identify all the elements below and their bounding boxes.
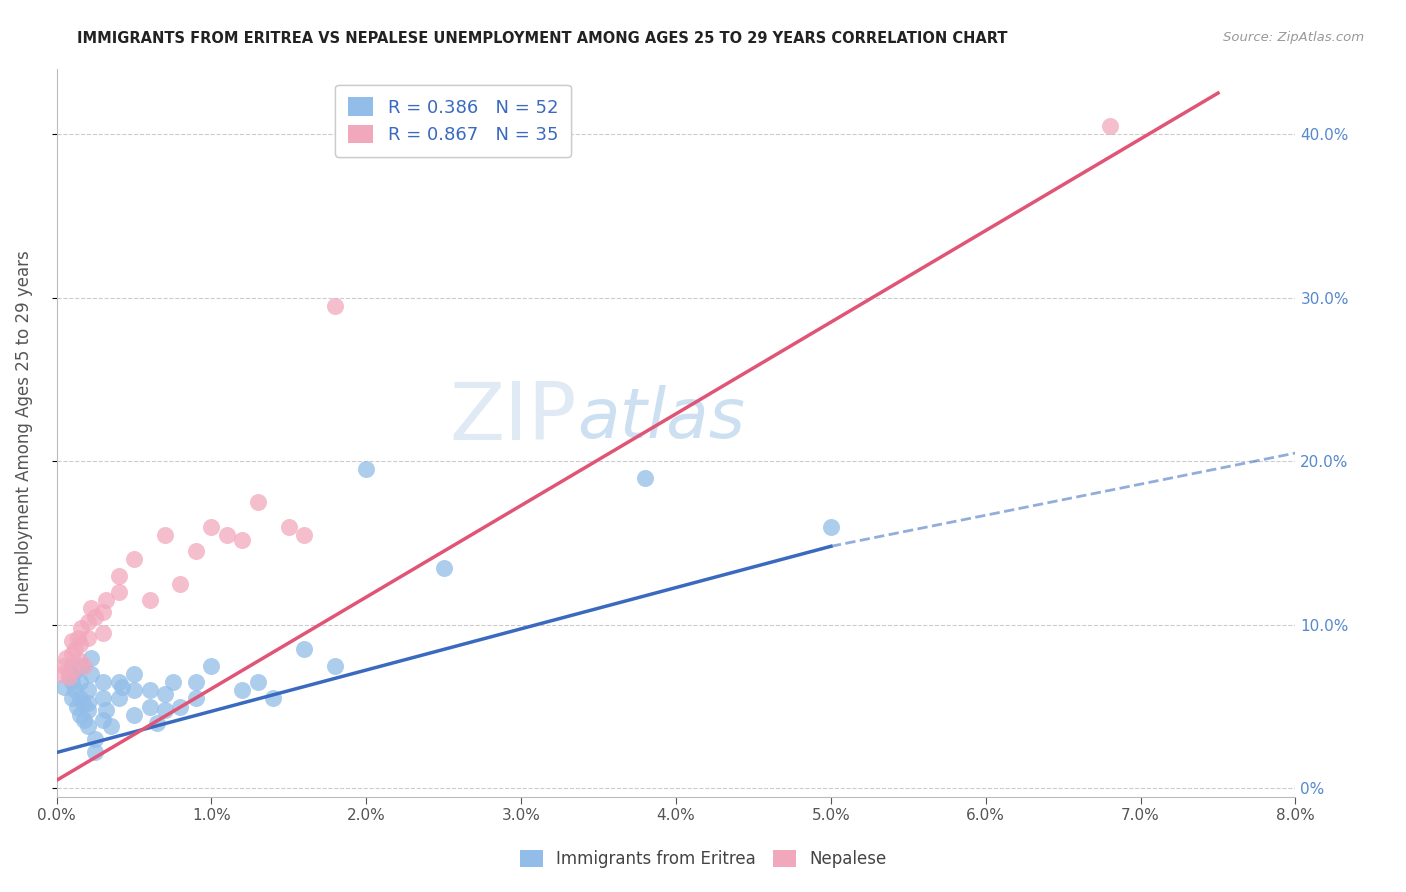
Point: [1098, 119, 1121, 133]
Point: [292, 642, 315, 657]
Point: [63, 664, 86, 678]
Point: [96, 593, 118, 607]
Point: [277, 519, 299, 533]
Point: [231, 533, 253, 547]
Point: [122, 683, 145, 698]
Point: [153, 703, 176, 717]
Point: [79, 650, 101, 665]
Point: [231, 683, 253, 698]
Point: [84, 732, 107, 747]
Point: [356, 462, 378, 476]
Point: [69, 675, 91, 690]
Point: [76, 703, 98, 717]
Point: [67, 631, 90, 645]
Point: [820, 519, 842, 533]
Point: [184, 691, 207, 706]
Point: [200, 658, 222, 673]
Point: [634, 470, 657, 484]
Point: [91, 691, 114, 706]
Point: [138, 683, 160, 698]
Point: [55, 650, 77, 665]
Point: [60, 675, 83, 690]
Point: [53, 680, 76, 694]
Point: [122, 667, 145, 681]
Point: [76, 697, 98, 711]
Point: [100, 719, 122, 733]
Point: [69, 638, 91, 652]
Point: [200, 519, 222, 533]
Point: [58, 667, 80, 681]
Point: [184, 544, 207, 558]
Point: [107, 568, 129, 582]
Point: [53, 658, 76, 673]
Point: [63, 642, 86, 657]
Point: [76, 631, 98, 645]
Point: [122, 707, 145, 722]
Point: [138, 593, 160, 607]
Legend: Immigrants from Eritrea, Nepalese: Immigrants from Eritrea, Nepalese: [513, 843, 893, 875]
Point: [325, 658, 347, 673]
Point: [162, 675, 184, 690]
Y-axis label: Unemployment Among Ages 25 to 29 years: Unemployment Among Ages 25 to 29 years: [15, 251, 32, 615]
Point: [292, 528, 315, 542]
Legend: R = 0.386   N = 52, R = 0.867   N = 35: R = 0.386 N = 52, R = 0.867 N = 35: [335, 85, 571, 157]
Point: [107, 585, 129, 599]
Point: [111, 680, 134, 694]
Point: [73, 658, 96, 673]
Point: [70, 658, 93, 673]
Point: [153, 528, 176, 542]
Point: [433, 560, 456, 574]
Text: ZIP: ZIP: [450, 379, 576, 457]
Point: [60, 634, 83, 648]
Point: [184, 675, 207, 690]
Point: [325, 299, 347, 313]
Text: Source: ZipAtlas.com: Source: ZipAtlas.com: [1223, 31, 1364, 45]
Text: IMMIGRANTS FROM ERITREA VS NEPALESE UNEMPLOYMENT AMONG AGES 25 TO 29 YEARS CORRE: IMMIGRANTS FROM ERITREA VS NEPALESE UNEM…: [77, 31, 1008, 46]
Point: [91, 605, 114, 619]
Point: [146, 716, 169, 731]
Point: [84, 609, 107, 624]
Point: [60, 691, 83, 706]
Point: [84, 746, 107, 760]
Point: [69, 691, 91, 706]
Point: [73, 713, 96, 727]
Point: [122, 552, 145, 566]
Text: atlas: atlas: [576, 384, 745, 451]
Point: [60, 658, 83, 673]
Point: [79, 601, 101, 615]
Point: [76, 683, 98, 698]
Point: [169, 699, 191, 714]
Point: [60, 664, 83, 678]
Point: [69, 654, 91, 668]
Point: [60, 648, 83, 662]
Point: [69, 707, 91, 722]
Point: [138, 699, 160, 714]
Point: [70, 621, 93, 635]
Point: [169, 577, 191, 591]
Point: [91, 675, 114, 690]
Point: [91, 713, 114, 727]
Point: [72, 697, 94, 711]
Point: [107, 691, 129, 706]
Point: [91, 626, 114, 640]
Point: [246, 495, 269, 509]
Point: [51, 667, 73, 681]
Point: [246, 675, 269, 690]
Point: [63, 683, 86, 698]
Point: [153, 687, 176, 701]
Point: [79, 667, 101, 681]
Point: [58, 670, 80, 684]
Point: [76, 719, 98, 733]
Point: [215, 528, 238, 542]
Point: [76, 615, 98, 629]
Point: [262, 691, 284, 706]
Point: [96, 703, 118, 717]
Point: [107, 675, 129, 690]
Point: [66, 699, 89, 714]
